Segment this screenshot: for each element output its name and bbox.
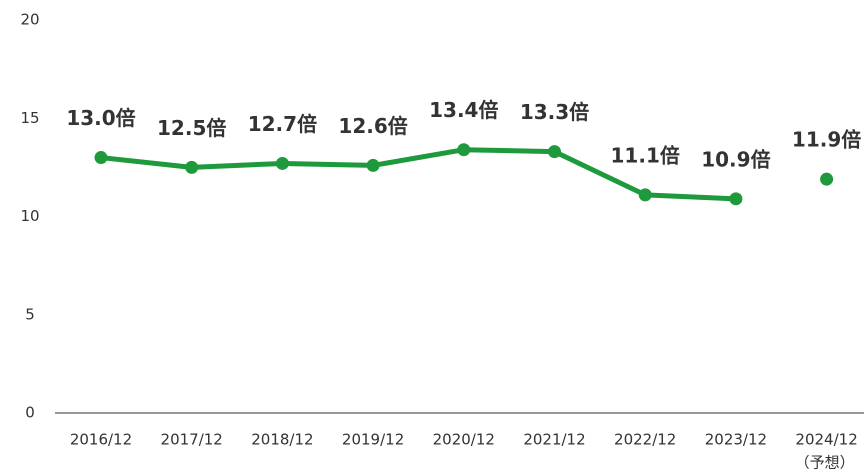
value-label: 11.1倍 bbox=[611, 143, 680, 167]
y-tick-label: 10 bbox=[20, 207, 39, 225]
point bbox=[366, 158, 380, 172]
point bbox=[820, 172, 834, 186]
x-tick-note: （予想） bbox=[795, 454, 855, 472]
y-tick-label: 15 bbox=[20, 109, 39, 127]
point bbox=[638, 188, 652, 202]
value-label: 12.7倍 bbox=[248, 112, 317, 136]
value-label: 11.9倍 bbox=[792, 128, 861, 152]
point bbox=[275, 156, 289, 170]
line bbox=[100, 147, 737, 202]
x-tick-label: 2019/12 bbox=[342, 431, 404, 449]
point bbox=[548, 145, 561, 159]
value-label: 13.4倍 bbox=[429, 98, 498, 122]
x-tick-label: 2017/12 bbox=[161, 431, 223, 449]
y-tick-label: 5 bbox=[25, 305, 35, 323]
x-tick-label: 2020/12 bbox=[433, 431, 495, 449]
point bbox=[729, 192, 743, 206]
value-label: 13.3倍 bbox=[520, 100, 589, 124]
x-tick-label: 2023/12 bbox=[705, 431, 767, 449]
x-tick-label: 2022/12 bbox=[614, 431, 676, 449]
value-label: 10.9倍 bbox=[701, 147, 770, 171]
y-tick-label: 20 bbox=[20, 11, 39, 29]
x-tick-label: 2021/12 bbox=[523, 431, 585, 449]
value-label: 13.0倍 bbox=[66, 106, 135, 130]
point bbox=[457, 143, 471, 157]
y-tick-label: 0 bbox=[25, 404, 35, 422]
x-tick-label: 2024/12 bbox=[795, 431, 857, 449]
value-label: 12.5倍 bbox=[157, 116, 226, 140]
x-tick-label: 2018/12 bbox=[251, 431, 313, 449]
x-tick-label: 2016/12 bbox=[70, 431, 132, 449]
point bbox=[94, 151, 108, 165]
point bbox=[185, 160, 199, 174]
value-label: 12.6倍 bbox=[338, 114, 407, 138]
